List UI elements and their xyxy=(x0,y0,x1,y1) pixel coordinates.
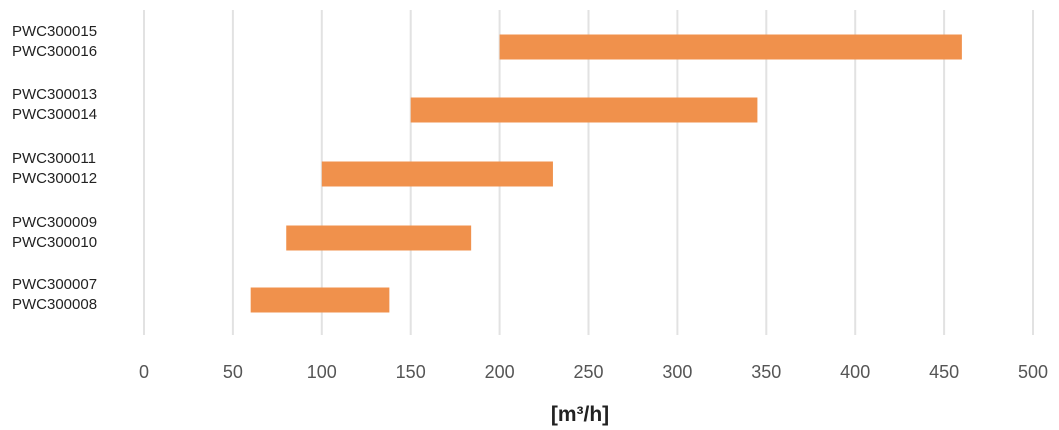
category-label: PWC300016 xyxy=(12,43,97,60)
x-tick-label: 300 xyxy=(662,362,692,382)
category-label: PWC300014 xyxy=(12,106,97,123)
x-tick-label: 50 xyxy=(223,362,243,382)
category-labels: PWC300015 PWC300016 PWC300013 PWC300014 PWC3… xyxy=(12,23,97,313)
x-tick-label: 100 xyxy=(307,362,337,382)
x-tick-label: 150 xyxy=(396,362,426,382)
range-bar xyxy=(499,34,962,60)
category-label: PWC300011 xyxy=(12,150,96,167)
x-tick-label: 250 xyxy=(573,362,603,382)
category-label: PWC300015 xyxy=(12,23,97,40)
range-bar xyxy=(410,97,758,123)
bars xyxy=(250,34,962,313)
range-bar xyxy=(321,161,553,187)
category-label: PWC300010 xyxy=(12,234,97,251)
category-label: PWC300008 xyxy=(12,296,97,313)
range-bar xyxy=(286,225,472,251)
category-label: PWC300013 xyxy=(12,86,97,103)
range-bar xyxy=(250,287,390,313)
x-tick-label: 450 xyxy=(929,362,959,382)
x-tick-label: 500 xyxy=(1018,362,1048,382)
x-tick-labels: 0 50 100 150 200 250 300 350 400 450 500 xyxy=(139,362,1048,382)
x-axis-title: [m³/h] xyxy=(551,403,609,426)
category-label: PWC300012 xyxy=(12,170,97,187)
x-tick-label: 0 xyxy=(139,362,149,382)
x-tick-label: 200 xyxy=(485,362,515,382)
category-label: PWC300007 xyxy=(12,276,97,293)
x-tick-label: 350 xyxy=(751,362,781,382)
x-tick-label: 400 xyxy=(840,362,870,382)
category-label: PWC300009 xyxy=(12,214,97,231)
